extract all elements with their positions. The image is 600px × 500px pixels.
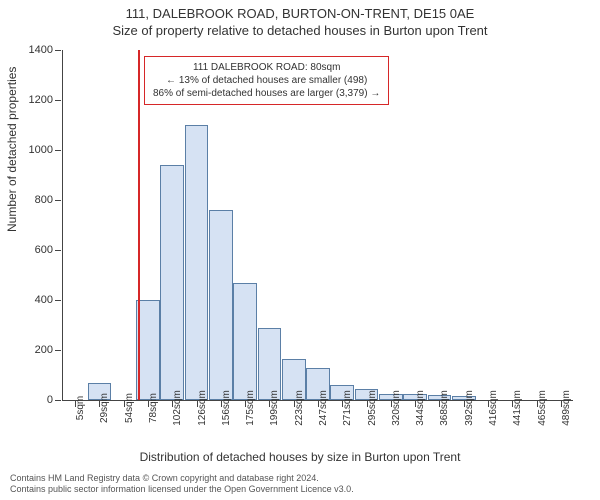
x-tick-label: 78sqm — [148, 393, 159, 423]
x-tick-label: 392sqm — [464, 390, 475, 426]
x-tick-label: 320sqm — [391, 390, 402, 426]
x-tick-label: 156sqm — [221, 390, 232, 426]
y-tick-label: 1200 — [29, 94, 53, 106]
histogram-bar — [233, 283, 257, 401]
x-tick-label: 54sqm — [124, 393, 135, 423]
y-tick — [55, 150, 61, 151]
y-tick — [55, 200, 61, 201]
x-tick-label: 175sqm — [245, 390, 256, 426]
annotation-line: ← 13% of detached houses are smaller (49… — [153, 74, 380, 87]
y-tick — [55, 350, 61, 351]
y-tick-label: 800 — [35, 194, 53, 206]
x-tick-label: 199sqm — [269, 390, 280, 426]
footer-line: Contains public sector information licen… — [10, 484, 354, 496]
y-tick — [55, 100, 61, 101]
y-axis-title: Number of detached properties — [5, 67, 19, 232]
y-tick-label: 1000 — [29, 144, 53, 156]
y-tick-label: 400 — [35, 294, 53, 306]
x-tick-label: 223sqm — [294, 390, 305, 426]
y-tick-label: 600 — [35, 244, 53, 256]
histogram-bar — [160, 165, 184, 400]
chart-title: 111, DALEBROOK ROAD, BURTON-ON-TRENT, DE… — [0, 0, 600, 21]
x-tick-label: 295sqm — [367, 390, 378, 426]
footer-line: Contains HM Land Registry data © Crown c… — [10, 473, 354, 485]
x-tick-label: 5sqm — [75, 396, 86, 420]
annotation-line: 111 DALEBROOK ROAD: 80sqm — [153, 61, 380, 74]
chart-subtitle: Size of property relative to detached ho… — [0, 21, 600, 38]
x-tick-label: 29sqm — [99, 393, 110, 423]
y-tick-label: 1400 — [29, 44, 53, 56]
x-tick-label: 416sqm — [488, 390, 499, 426]
y-tick — [55, 50, 61, 51]
y-tick-label: 200 — [35, 344, 53, 356]
x-tick-label: 126sqm — [197, 390, 208, 426]
x-tick-label: 465sqm — [537, 390, 548, 426]
x-tick-label: 271sqm — [342, 390, 353, 426]
marker-line — [138, 50, 140, 400]
x-tick-label: 368sqm — [439, 390, 450, 426]
histogram-bar — [258, 328, 282, 401]
plot-area: 111 DALEBROOK ROAD: 80sqm ← 13% of detac… — [62, 50, 573, 401]
histogram-bar — [209, 210, 233, 400]
y-tick — [55, 400, 61, 401]
x-axis-title: Distribution of detached houses by size … — [0, 450, 600, 464]
annotation-line: 86% of semi-detached houses are larger (… — [153, 87, 380, 100]
marker-annotation-box: 111 DALEBROOK ROAD: 80sqm ← 13% of detac… — [144, 56, 389, 105]
y-tick-label: 0 — [47, 394, 53, 406]
x-tick-label: 489sqm — [561, 390, 572, 426]
footer-attribution: Contains HM Land Registry data © Crown c… — [10, 473, 354, 496]
x-tick-label: 247sqm — [318, 390, 329, 426]
chart-container: 111, DALEBROOK ROAD, BURTON-ON-TRENT, DE… — [0, 0, 600, 500]
x-tick-label: 102sqm — [172, 390, 183, 426]
histogram-bar — [185, 125, 209, 400]
x-tick-label: 344sqm — [415, 390, 426, 426]
y-tick — [55, 250, 61, 251]
y-tick — [55, 300, 61, 301]
x-tick-label: 441sqm — [512, 390, 523, 426]
